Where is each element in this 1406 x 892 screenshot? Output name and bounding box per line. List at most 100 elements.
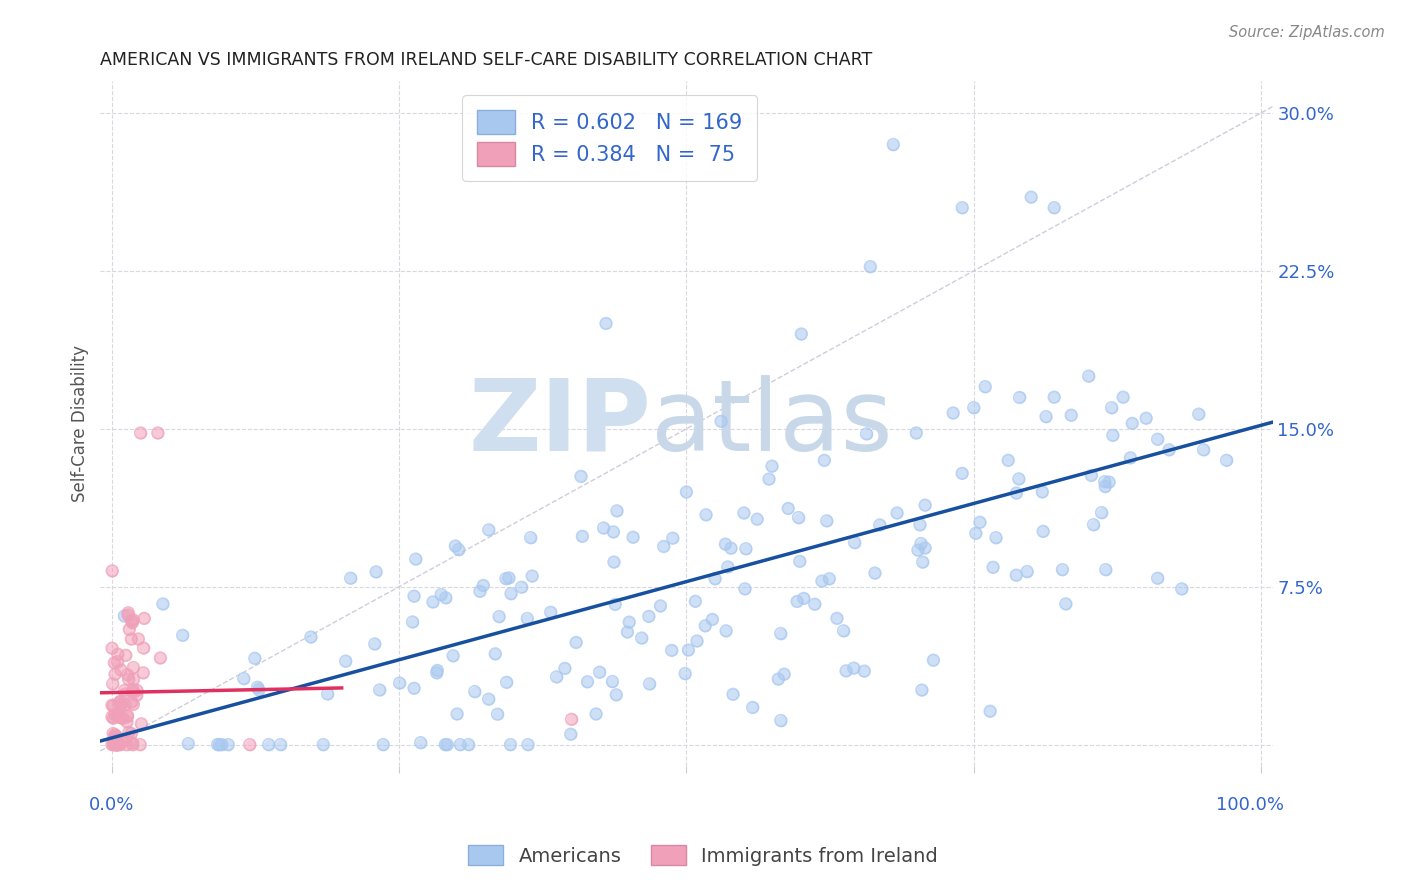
Point [426,664,449,678]
Point [111,711,134,725]
Point [108,710,131,724]
Point [121,682,143,697]
Point [107,655,129,669]
Point [560,727,582,741]
Point [1083,517,1105,532]
Point [101,564,124,578]
Point [842,661,865,675]
Point [316,687,339,701]
Point [637,609,659,624]
Point [426,665,449,680]
Point [405,552,427,566]
Point [1094,475,1116,489]
Point [422,595,444,609]
Point [603,555,626,569]
Point [747,512,769,526]
Point [366,565,388,579]
Point [661,531,683,545]
Point [844,535,866,549]
Point [339,571,361,585]
Point [773,667,796,681]
Point [595,317,617,331]
Point [117,606,139,620]
Point [122,673,145,687]
Point [114,732,136,747]
Point [1098,475,1121,489]
Point [122,685,145,699]
Point [835,664,858,678]
Point [446,706,468,721]
Point [103,656,125,670]
Text: AMERICAN VS IMMIGRANTS FROM IRELAND SELF-CARE DISABILITY CORRELATION CHART: AMERICAN VS IMMIGRANTS FROM IRELAND SELF… [100,51,873,69]
Point [121,682,143,697]
Text: ZIP: ZIP [468,375,651,472]
Point [661,531,683,545]
Point [101,698,124,713]
Point [177,737,200,751]
Point [984,531,1007,545]
Point [368,682,391,697]
Point [1098,475,1121,489]
Point [1032,524,1054,539]
Point [965,526,987,541]
Point [335,654,357,668]
Point [270,738,292,752]
Point [602,674,624,689]
Point [444,539,467,553]
Point [152,597,174,611]
Point [388,676,411,690]
Point [1094,563,1116,577]
Point [714,537,737,551]
Point [621,530,644,544]
Point [486,707,509,722]
Point [979,704,1001,718]
Point [114,687,136,701]
Text: atlas: atlas [651,375,893,472]
Point [335,654,357,668]
Point [710,414,733,428]
Point [606,504,628,518]
Point [1146,571,1168,585]
Point [818,572,841,586]
Point [118,725,141,739]
Point [111,711,134,725]
Point [127,632,149,646]
Point [965,526,987,541]
Point [910,536,932,550]
Point [132,640,155,655]
Point [519,531,541,545]
Point [686,634,709,648]
Point [853,664,876,678]
Point [1090,506,1112,520]
Point [1159,442,1181,457]
Point [257,738,280,752]
Point [1119,450,1142,465]
Point [101,698,124,713]
Point [388,676,411,690]
Point [1008,391,1031,405]
Point [108,696,131,710]
Point [247,682,270,697]
Point [869,517,891,532]
Point [120,632,142,646]
Point [1032,524,1054,539]
Point [115,709,138,723]
Point [488,609,510,624]
Point [495,572,517,586]
Point [721,687,744,701]
Point [1043,390,1066,404]
Point [560,712,582,726]
Point [721,687,744,701]
Point [786,594,808,608]
Point [911,555,934,569]
Point [910,536,932,550]
Point [914,498,936,512]
Point [1146,432,1168,446]
Point [103,738,125,752]
Point [115,714,138,729]
Point [122,698,145,712]
Point [114,683,136,698]
Point [103,711,125,725]
Point [211,738,233,752]
Point [1215,453,1237,467]
